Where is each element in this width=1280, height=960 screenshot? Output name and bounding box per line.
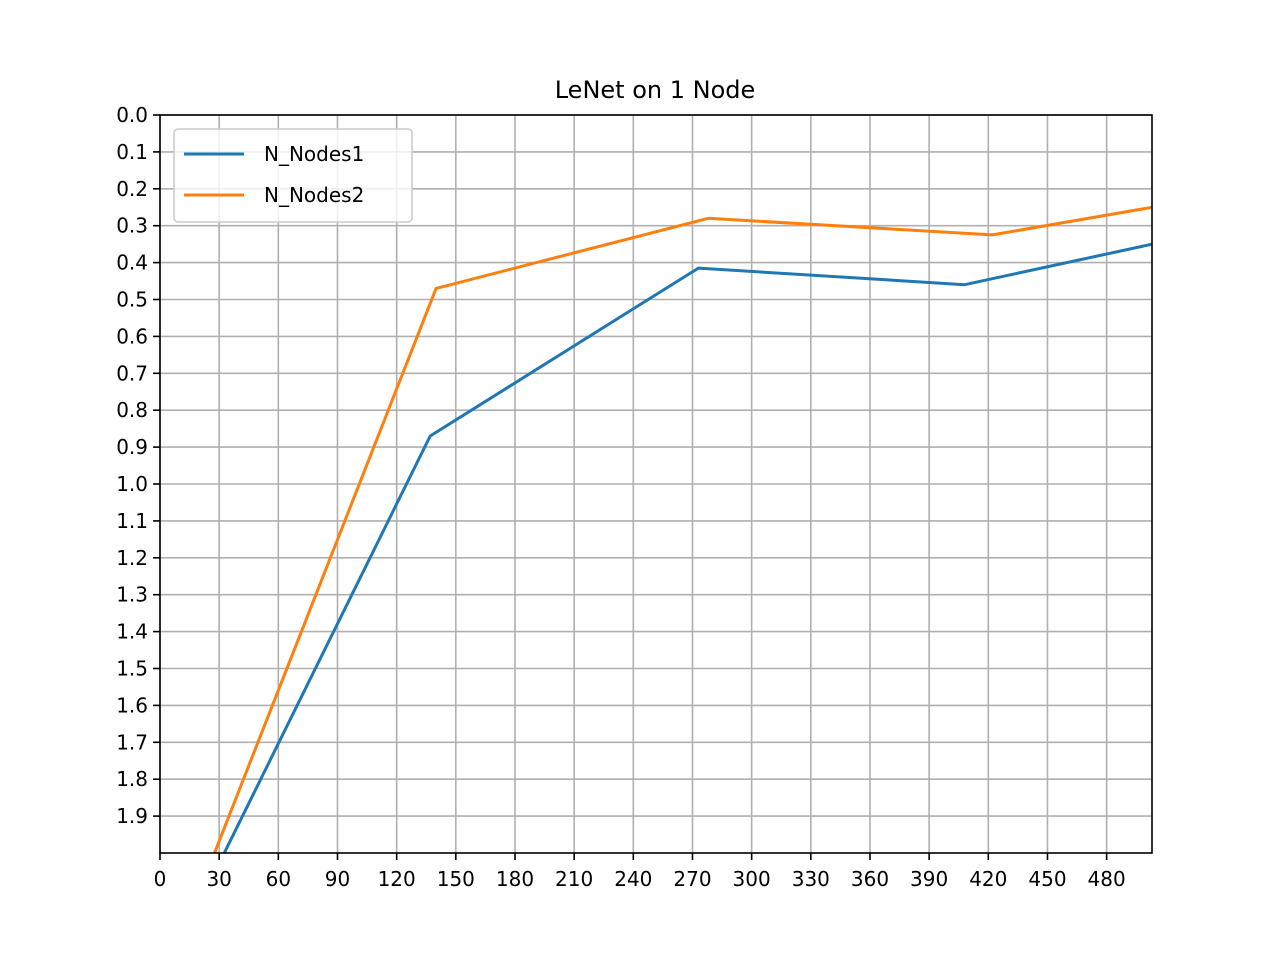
y-tick-label: 1.8 xyxy=(116,767,148,791)
y-tick-label: 0.0 xyxy=(116,103,148,127)
x-tick-label: 90 xyxy=(325,867,350,891)
y-tick-label: 1.6 xyxy=(116,693,148,717)
y-tick-label: 0.6 xyxy=(116,324,148,348)
y-tick-label: 1.2 xyxy=(116,546,148,570)
series-line-n-nodes2 xyxy=(212,205,1152,853)
y-tick-label: 1.7 xyxy=(116,730,148,754)
y-tick-label: 1.3 xyxy=(116,583,148,607)
x-tick-label: 300 xyxy=(733,867,771,891)
x-tick-label: 240 xyxy=(614,867,652,891)
x-tick-label: 450 xyxy=(1028,867,1066,891)
legend-label: N_Nodes2 xyxy=(264,183,364,207)
x-tick-label: 360 xyxy=(851,867,889,891)
x-tick-label: 150 xyxy=(437,867,475,891)
x-tick-label: 0 xyxy=(154,867,167,891)
chart-title: LeNet on 1 Node xyxy=(555,76,756,104)
series-line-n-nodes1 xyxy=(222,242,1152,853)
y-tick-label: 1.9 xyxy=(116,804,148,828)
x-tick-label: 270 xyxy=(673,867,711,891)
legend-box xyxy=(173,128,413,223)
x-tick-label: 210 xyxy=(555,867,593,891)
x-tick-label: 30 xyxy=(206,867,231,891)
x-tick-label: 120 xyxy=(378,867,416,891)
x-tick-label: 420 xyxy=(969,867,1007,891)
y-axis: 0.0 0.1 0.2 0.3 0.4 0.5 0.6 0.7 0.8 0.9 1.0 1.1 1.2 1… xyxy=(116,103,160,828)
y-tick-label: 0.9 xyxy=(116,435,148,459)
y-tick-label: 1.5 xyxy=(116,657,148,681)
y-tick-label: 1.0 xyxy=(116,472,148,496)
x-axis: 0 30 60 90 120 150 180 210 240 270 300 330 360 390 420… xyxy=(154,853,1126,891)
x-tick-label: 480 xyxy=(1088,867,1126,891)
y-tick-label: 0.1 xyxy=(116,140,148,164)
y-tick-label: 0.8 xyxy=(116,398,148,422)
y-tick-label: 0.7 xyxy=(116,361,148,385)
series-layer xyxy=(212,205,1152,853)
y-tick-label: 0.3 xyxy=(116,214,148,238)
y-tick-label: 0.4 xyxy=(116,251,148,275)
legend: N_Nodes1 N_Nodes2 xyxy=(173,128,413,223)
x-tick-label: 330 xyxy=(792,867,830,891)
legend-label: N_Nodes1 xyxy=(264,142,364,166)
x-tick-label: 390 xyxy=(910,867,948,891)
y-tick-label: 1.1 xyxy=(116,509,148,533)
y-tick-label: 1.4 xyxy=(116,620,148,644)
y-tick-label: 0.5 xyxy=(116,288,148,312)
grid xyxy=(159,114,1152,853)
x-tick-label: 60 xyxy=(266,867,291,891)
x-tick-label: 180 xyxy=(496,867,534,891)
y-tick-label: 0.2 xyxy=(116,177,148,201)
